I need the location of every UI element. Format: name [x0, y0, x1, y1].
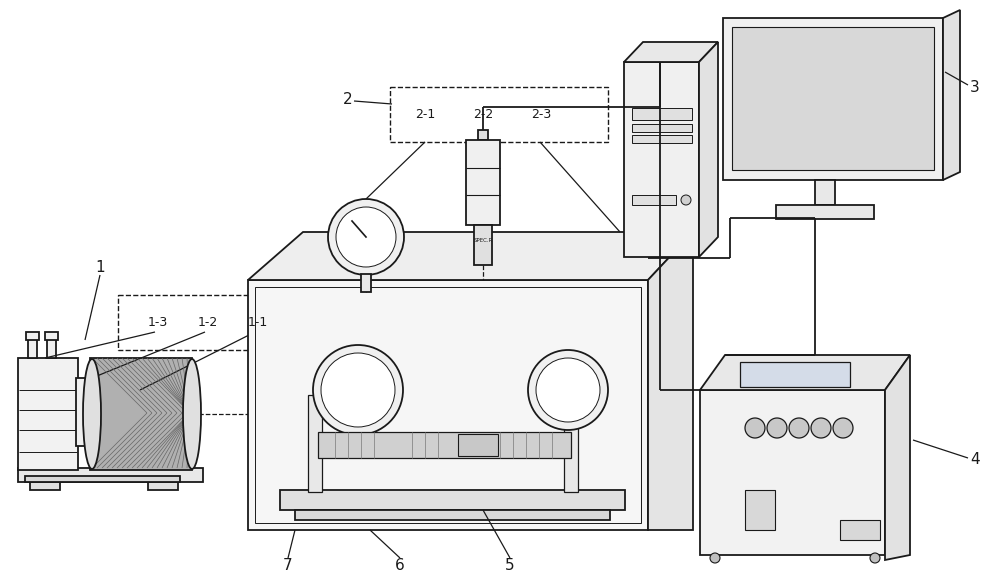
Polygon shape [699, 42, 718, 257]
Bar [248, 280, 648, 530]
Bar [76, 378, 92, 446]
Bar [308, 395, 322, 492]
Polygon shape [885, 355, 910, 560]
Circle shape [328, 199, 404, 275]
Text: SPEC.R: SPEC.R [473, 237, 493, 243]
Bar [255, 287, 641, 523]
Bar [740, 362, 850, 387]
Bar [632, 108, 692, 120]
Bar [280, 490, 625, 510]
Circle shape [767, 418, 787, 438]
Text: 1-2: 1-2 [198, 316, 218, 328]
Bar [118, 295, 288, 350]
Bar [26, 332, 39, 340]
Circle shape [833, 418, 853, 438]
Bar [148, 482, 178, 490]
Circle shape [313, 345, 403, 435]
Bar [90, 358, 192, 470]
Polygon shape [248, 232, 693, 280]
Text: 2-3: 2-3 [531, 108, 551, 120]
Circle shape [321, 353, 395, 427]
Circle shape [710, 553, 720, 563]
Text: 6: 6 [395, 559, 405, 574]
Bar [632, 124, 692, 132]
Bar [745, 490, 775, 530]
Bar [18, 468, 203, 482]
Text: 4: 4 [970, 453, 980, 467]
Bar [474, 225, 492, 265]
Text: 5: 5 [505, 559, 515, 574]
Bar [390, 87, 608, 142]
Text: 1-3: 1-3 [148, 316, 168, 328]
Bar [478, 130, 488, 140]
Text: 2-1: 2-1 [415, 108, 435, 120]
Bar [776, 205, 874, 219]
Circle shape [745, 418, 765, 438]
Ellipse shape [83, 359, 101, 469]
Text: 2: 2 [343, 91, 353, 107]
Bar [723, 18, 943, 180]
Polygon shape [648, 232, 693, 530]
Text: 1: 1 [95, 261, 105, 276]
Bar [25, 476, 180, 482]
Bar [28, 338, 37, 358]
Bar [30, 482, 60, 490]
Ellipse shape [183, 359, 201, 469]
Bar [47, 338, 56, 358]
Bar [18, 358, 78, 470]
Bar [458, 434, 498, 456]
Bar [624, 62, 699, 257]
Bar [632, 195, 676, 205]
Polygon shape [700, 355, 910, 390]
Circle shape [870, 553, 880, 563]
Circle shape [789, 418, 809, 438]
Polygon shape [624, 42, 718, 62]
Bar [700, 390, 885, 555]
Polygon shape [943, 10, 960, 180]
Bar [632, 135, 692, 143]
Bar [564, 395, 578, 492]
Bar [45, 332, 58, 340]
Circle shape [811, 418, 831, 438]
Bar [840, 520, 880, 540]
Bar [732, 27, 934, 170]
Text: 2-2: 2-2 [473, 108, 493, 120]
Bar [466, 140, 500, 225]
Text: 7: 7 [283, 559, 293, 574]
Bar [815, 180, 835, 205]
Circle shape [528, 350, 608, 430]
Bar [361, 274, 371, 292]
Text: 3: 3 [970, 80, 980, 96]
Text: 1-1: 1-1 [248, 316, 268, 328]
Bar [318, 432, 571, 458]
Circle shape [336, 207, 396, 267]
Bar [295, 510, 610, 520]
Circle shape [536, 358, 600, 422]
Circle shape [681, 195, 691, 205]
